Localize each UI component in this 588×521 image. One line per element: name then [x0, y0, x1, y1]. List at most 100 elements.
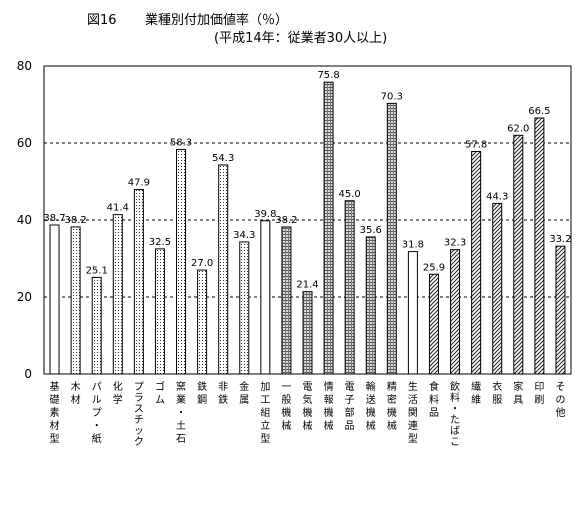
- category-label-char: 電: [303, 381, 313, 393]
- category-label-char: 具: [513, 394, 523, 406]
- category-label-char: ル: [92, 395, 102, 406]
- bar: [239, 241, 250, 375]
- value-label: 32.5: [149, 237, 171, 248]
- chart-title: 業種別付加価値率（％）: [145, 12, 288, 28]
- category-label-char: ス: [134, 404, 144, 415]
- category-label-char: 立: [260, 419, 270, 432]
- category-label: 窯業・土石: [176, 380, 186, 445]
- category-label-char: 機: [303, 406, 313, 419]
- category-label-char: 械: [324, 419, 334, 432]
- value-label: 70.3: [381, 91, 403, 102]
- category-label-char: 食: [429, 380, 439, 393]
- chart-subtitle: (平成14年：従業者30人以上): [214, 30, 387, 46]
- bar: [428, 273, 439, 375]
- value-label: 75.8: [317, 70, 339, 81]
- category-label-char: 品: [345, 420, 355, 432]
- bar: [302, 291, 313, 375]
- category-label-char: 料: [429, 393, 439, 406]
- category-label-char: 連: [408, 419, 418, 432]
- bar: [260, 220, 271, 375]
- category-label-char: 品: [429, 407, 439, 419]
- category-label-char: ・: [450, 404, 460, 415]
- bar: [323, 81, 334, 375]
- category-label-char: 金: [239, 380, 249, 393]
- category-label-char: 土: [176, 419, 186, 432]
- category-label: 印刷: [534, 381, 544, 406]
- gridlines: [44, 142, 571, 298]
- y-axis-ticks: 0 20 40 60 80: [17, 59, 32, 381]
- category-label: 食料品: [429, 380, 439, 419]
- category-label-char: 業: [176, 393, 186, 406]
- category-label: ゴム: [155, 380, 165, 406]
- category-label-char: 送: [366, 393, 376, 406]
- bar: [344, 200, 355, 375]
- category-label-char: の: [555, 395, 565, 406]
- category-label-char: 密: [387, 393, 397, 406]
- figure-label: 図16: [87, 13, 117, 28]
- category-label-char: 料: [450, 391, 460, 404]
- value-label: 31.8: [402, 240, 424, 251]
- category-label-char: 属: [239, 394, 249, 406]
- category-label-char: 材: [71, 393, 81, 406]
- y-tick-label: 60: [17, 136, 32, 150]
- category-label-char: 部: [345, 406, 355, 419]
- bar: [91, 276, 102, 375]
- category-label-char: 学: [113, 393, 123, 406]
- category-label: 飲料・たばこ: [450, 380, 460, 448]
- category-label-char: ・: [92, 421, 102, 432]
- category-label-char: 機: [387, 406, 397, 419]
- category-label-char: ク: [134, 436, 144, 448]
- value-label: 33.2: [549, 234, 571, 245]
- bar: [49, 224, 60, 375]
- category-label-char: ゴ: [155, 380, 165, 393]
- y-tick-label: 0: [24, 367, 32, 381]
- bar: [471, 150, 482, 375]
- category-label-char: 石: [176, 434, 186, 445]
- category-label-char: 非: [218, 381, 228, 393]
- category-label-char: 報: [324, 394, 334, 406]
- value-label: 21.4: [296, 280, 318, 291]
- category-label-char: 気: [303, 393, 313, 406]
- category-label-char: 関: [408, 407, 418, 419]
- category-label-char: 木: [71, 381, 81, 393]
- plot-frame: [43, 65, 572, 375]
- category-label-char: 工: [260, 395, 270, 406]
- category-label-char: 機: [281, 406, 291, 419]
- category-label-char: 維: [471, 393, 481, 406]
- category-label-char: 材: [50, 419, 60, 432]
- category-label-char: 活: [408, 394, 418, 406]
- category-label-char: ラ: [134, 392, 144, 404]
- value-label: 27.0: [191, 258, 213, 269]
- category-label-char: 鉄: [197, 380, 207, 393]
- value-label: 41.4: [107, 203, 129, 214]
- bar: [386, 102, 397, 375]
- category-label-char: 窯: [176, 380, 186, 393]
- category-label-char: 型: [50, 432, 60, 445]
- category-label-char: そ: [555, 381, 565, 393]
- category-label-char: こ: [450, 437, 460, 448]
- category-label-char: ・: [176, 408, 186, 419]
- category-label: 鉄鋼: [197, 380, 207, 406]
- category-label-char: ば: [450, 425, 460, 437]
- y-tick-label: 80: [17, 59, 32, 73]
- value-label: 25.1: [86, 265, 108, 276]
- category-label-char: 電: [345, 381, 355, 393]
- category-label-char: 組: [260, 406, 270, 419]
- category-label-char: 子: [345, 394, 355, 406]
- bar: [112, 214, 123, 375]
- category-label: 非鉄: [218, 381, 228, 406]
- category-label-char: 一: [281, 382, 291, 393]
- category-label-char: 衣: [492, 380, 502, 393]
- category-label-char: プ: [134, 381, 144, 393]
- category-label-char: た: [450, 414, 460, 426]
- category-label-char: 鋼: [197, 393, 207, 406]
- category-label-char: 輸: [366, 380, 376, 393]
- category-label: パルプ・紙: [92, 381, 102, 445]
- bar: [534, 117, 545, 375]
- value-label: 57.8: [465, 139, 487, 150]
